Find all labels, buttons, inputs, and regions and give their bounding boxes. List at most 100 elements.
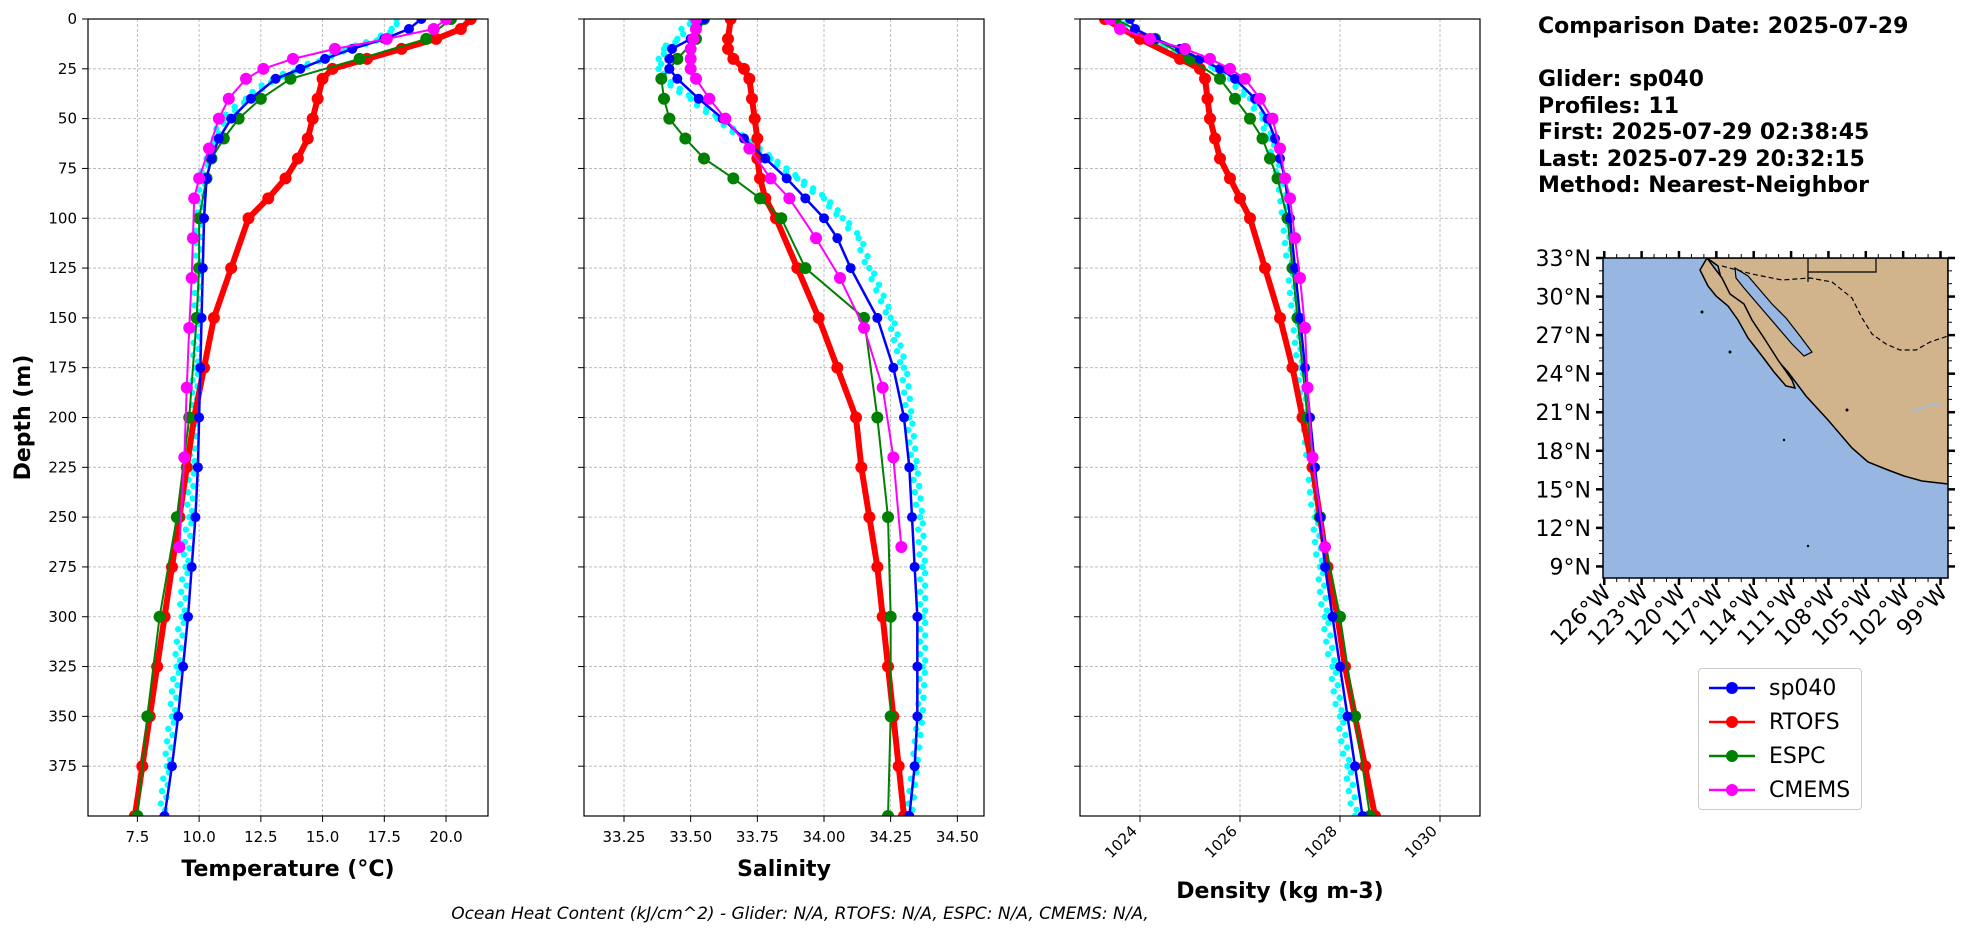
point-rtofs [1286,361,1299,374]
point-cmems [703,92,716,105]
point-sp040 [213,133,224,144]
point-espc [679,132,692,145]
point-sp040-raw [911,445,919,452]
point-sp040 [245,93,256,104]
point-rtofs [831,361,844,374]
point-sp040 [760,153,771,164]
point-cmems [257,62,270,75]
point-espc [284,72,297,85]
point-sp040-raw [191,302,198,309]
series-espc [655,19,897,816]
point-sp040 [693,93,704,104]
point-sp040 [416,19,427,24]
point-sp040 [912,611,923,622]
series-group [1099,19,1381,816]
point-sp040-raw [162,750,169,757]
point-rtofs [855,461,868,474]
point-rtofs [301,132,314,145]
point-sp040-raw [1330,688,1337,695]
point-sp040 [226,113,237,124]
map-lat-label: 21°N [1536,401,1591,426]
comparison-info: Comparison Date: 2025-07-29 Glider: sp04… [1538,14,1908,200]
point-sp040-raw [905,383,912,390]
point-cmems [188,192,201,205]
point-sp040-raw [920,682,928,689]
point-sp040 [190,512,201,523]
point-sp040-raw [657,60,665,68]
map-lat-label: 12°N [1536,517,1591,542]
x-tick-label: 34.25 [869,828,912,846]
point-sp040-raw [173,694,180,701]
point-espc [698,152,710,165]
point-espc [884,610,897,623]
point-sp040-raw [919,520,927,527]
point-cmems [1299,321,1311,334]
map-baja-peninsula [1699,258,1797,390]
point-sp040-raw [900,389,908,396]
point-rtofs [1214,152,1226,165]
point-sp040 [159,811,170,816]
point-sp040-raw [868,275,875,283]
point-rtofs [751,132,764,145]
point-cmems [202,142,215,155]
point-sp040 [1275,153,1285,164]
point-sp040-raw [890,336,898,344]
point-sp040 [173,711,184,722]
point-sp040-raw [877,298,885,305]
point-sp040-raw [919,706,927,714]
point-sp040-raw [186,545,193,552]
point-sp040-raw [921,594,929,602]
point-cmems [1284,192,1296,205]
point-rtofs [738,62,750,75]
point-rtofs [306,112,319,125]
x-tick-label: 1030 [1401,822,1441,862]
point-cmems [186,232,199,245]
y-tick-label: 300 [48,608,77,626]
x-axis-label: Density (kg m-3) [1176,879,1384,904]
y-tick-label: 50 [58,110,77,128]
point-sp040 [888,362,899,373]
line-cmems [178,19,447,548]
x-axis-label: Temperature (°C) [181,857,394,882]
point-sp040-raw [1321,582,1328,589]
point-rtofs [1224,172,1236,185]
point-sp040 [872,312,883,323]
series-cmems [1104,19,1331,554]
x-tick-label: 1028 [1301,822,1341,862]
point-sp040 [664,53,675,64]
point-cmems [1204,52,1216,65]
point-sp040-raw [919,563,926,571]
point-sp040-raw [1313,551,1320,558]
point-cmems [858,321,870,334]
point-sp040-raw [907,408,915,415]
x-tick-label: 33.25 [603,828,646,846]
point-sp040 [912,711,923,722]
point-sp040-raw [1281,239,1289,247]
point-sp040-raw [172,650,179,658]
point-sp040 [166,761,177,772]
point-sp040-raw [1321,613,1329,620]
point-espc [663,112,676,125]
line-cmems [1109,19,1326,548]
point-cmems [1114,22,1126,35]
point-sp040 [1357,811,1368,816]
x-tick-label: 12.5 [244,828,277,846]
point-sp040-raw [1338,706,1345,714]
point-sp040-raw [192,252,199,259]
point-cmems [1306,451,1319,464]
gridlines [88,18,488,816]
point-cmems [783,192,796,205]
point-sp040-raw [921,644,929,652]
point-sp040-raw [160,775,167,782]
first-time: First: 2025-07-29 02:38:45 [1538,120,1870,145]
point-sp040-raw [918,719,926,726]
point-sp040-raw [875,281,883,288]
point-rtofs [1209,132,1221,145]
point-espc [153,610,166,623]
point-cmems [178,451,191,464]
point-espc [655,72,668,85]
point-sp040-raw [1351,812,1359,816]
point-sp040-raw [1342,731,1349,739]
point-sp040-raw [1343,744,1351,751]
legend-swatch-cmems [1709,784,1755,796]
